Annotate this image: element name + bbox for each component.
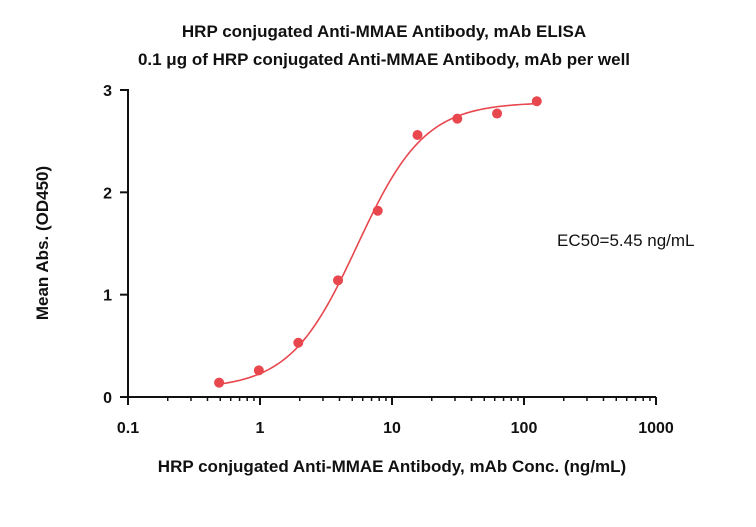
x-tick-label: 1000 <box>638 420 674 437</box>
data-point <box>492 108 503 119</box>
y-axis-ticks: 0 1 2 3 <box>103 83 128 407</box>
x-tick-label: 1 <box>256 420 265 437</box>
ec50-annotation: EC50=5.45 ng/mL <box>557 231 695 250</box>
x-axis-title: HRP conjugated Anti-MMAE Antibody, mAb C… <box>158 457 626 476</box>
data-point <box>452 113 463 124</box>
data-point <box>333 275 344 286</box>
data-point <box>214 377 225 388</box>
y-tick-label: 1 <box>103 288 112 305</box>
data-point <box>372 205 383 216</box>
y-tick-label: 0 <box>103 390 112 407</box>
data-point <box>293 337 304 348</box>
data-points <box>214 96 542 388</box>
y-tick-label: 3 <box>103 83 112 100</box>
y-axis-title: Mean Abs. (OD450) <box>33 166 52 320</box>
x-tick-label: 0.1 <box>117 420 139 437</box>
data-point <box>531 96 542 107</box>
x-tick-label: 100 <box>511 420 538 437</box>
data-point <box>253 365 264 376</box>
x-axis-ticks: 0.1 1 10 100 1000 <box>117 397 674 437</box>
y-tick-label: 2 <box>103 185 112 202</box>
fit-curve <box>218 102 537 385</box>
data-point <box>412 130 423 141</box>
chart-subtitle: 0.1 μg of HRP conjugated Anti-MMAE Antib… <box>138 50 630 69</box>
chart-title: HRP conjugated Anti-MMAE Antibody, mAb E… <box>182 22 586 41</box>
x-tick-label: 10 <box>383 420 401 437</box>
